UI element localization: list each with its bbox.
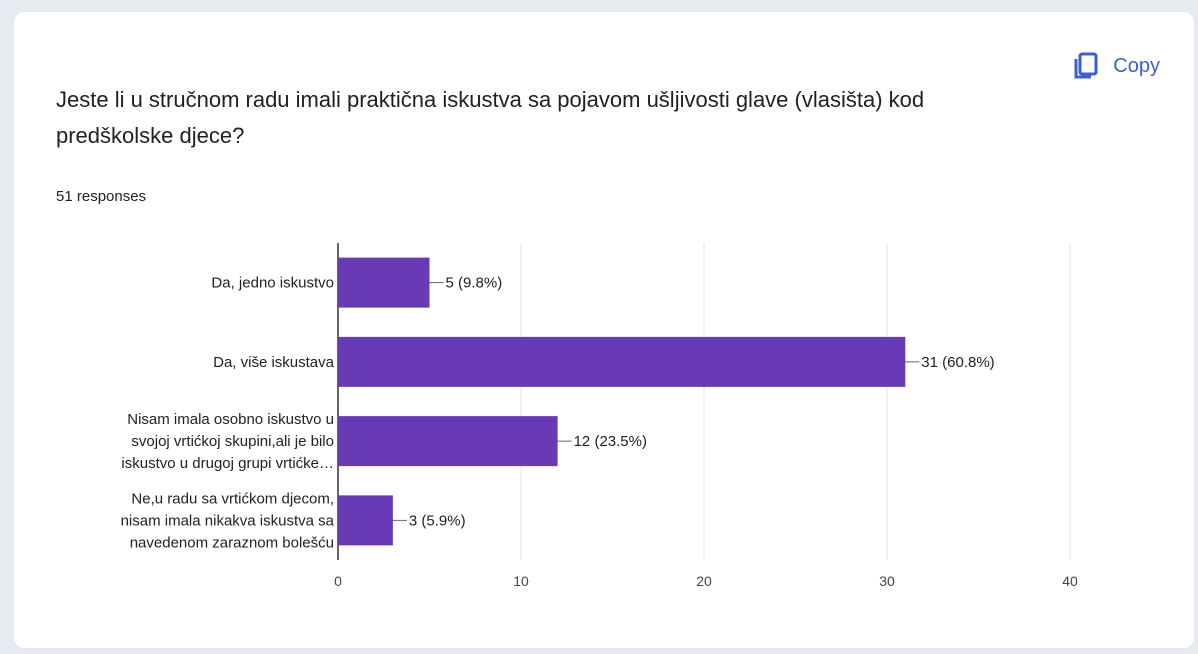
data-label: 12 (23.5%) — [574, 433, 647, 450]
copy-icon — [1074, 52, 1098, 79]
data-label: 5 (9.8%) — [446, 275, 503, 292]
x-tick-label: 30 — [879, 573, 895, 589]
x-tick-label: 20 — [696, 573, 712, 589]
category-label: Ne,u radu sa vrtićkom djecom, nisam imala… — [121, 490, 335, 551]
question-title: Jeste li u stručnom radu imali praktična… — [56, 87, 925, 148]
copy-button[interactable]: Copy — [1073, 52, 1160, 80]
bar — [338, 495, 393, 546]
x-tick-label: 40 — [1062, 573, 1078, 589]
x-tick-label: 10 — [513, 573, 529, 589]
response-count: 51 responses — [56, 188, 147, 205]
x-tick-label: 0 — [334, 573, 342, 589]
category-label: Da, jedno iskustvo — [211, 275, 334, 292]
category-label: Da, više iskustava — [213, 354, 335, 371]
response-card: Copy Jeste li u stručnom radu imali prak… — [14, 12, 1194, 648]
data-label: 3 (5.9%) — [409, 512, 466, 529]
category-label: Nisam imala osobno iskustvo u svojoj vrti… — [121, 411, 334, 472]
bar — [338, 416, 558, 467]
copy-label: Copy — [1113, 54, 1160, 77]
bar — [338, 336, 906, 387]
data-label: 31 (60.8%) — [921, 354, 994, 371]
bar — [338, 257, 430, 308]
